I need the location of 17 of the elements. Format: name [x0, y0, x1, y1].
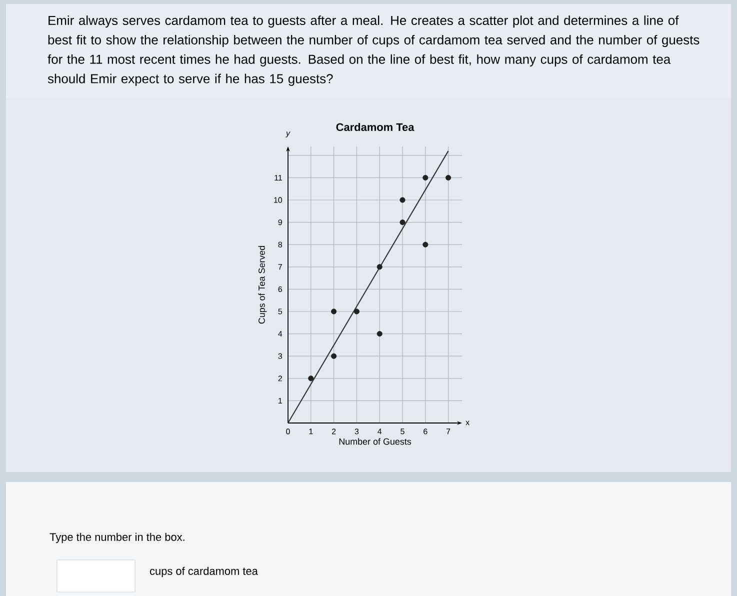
point	[308, 376, 314, 382]
point	[446, 174, 452, 180]
point	[422, 174, 428, 180]
point	[376, 331, 382, 337]
text: Emir always serves cardamom tea to guests after a meal. He creates a scatter plot and determines a line of best fit to show the relationship between the number of cups of cardamom tea served and the number of guests for the 11 most recent times he had guests. Based on the line of best fit, how many cups of cardamom tea should Emir expect to serve if he has 15 guests?	[48, 16, 700, 86]
text: cups of cardamom tea	[150, 566, 258, 578]
point	[354, 308, 360, 314]
point	[422, 242, 428, 248]
text: Type the number in the box.	[50, 532, 184, 544]
point	[331, 308, 337, 314]
x-axis-title: Number of Guests	[339, 438, 412, 445]
point	[376, 264, 382, 270]
point	[400, 220, 406, 226]
y-axis-title: Cups of Tea Served	[258, 246, 267, 324]
point	[331, 353, 337, 359]
chart-title: Cardamom Tea	[336, 122, 414, 132]
point	[400, 197, 406, 203]
